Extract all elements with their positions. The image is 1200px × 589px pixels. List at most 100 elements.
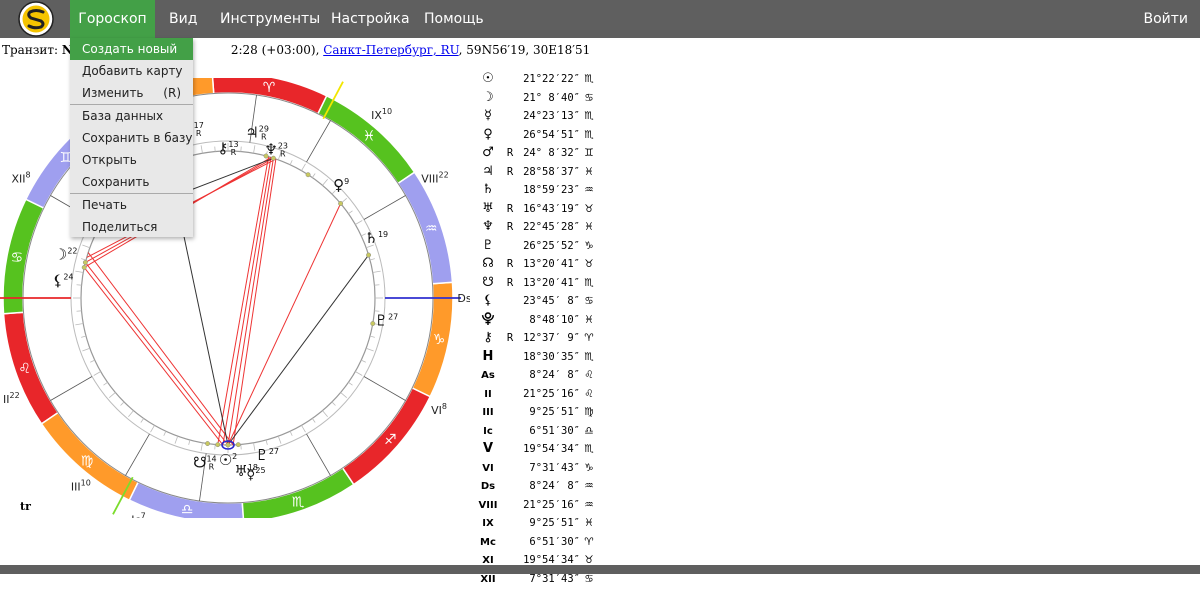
house-label-degree: 22	[439, 171, 449, 180]
position-row: ☽21° 8′40″♋	[478, 89, 598, 108]
house-label-degree: 8	[25, 171, 30, 180]
menu-database[interactable]: База данных	[70, 105, 193, 127]
position-symbol: ♂	[478, 144, 498, 163]
position-symbol: ♀	[478, 126, 498, 145]
planet-dot	[366, 253, 370, 257]
position-symbol: III	[478, 404, 498, 423]
menu-save[interactable]: Сохранить	[70, 171, 193, 193]
zodiac-sign-icon: ♌	[18, 361, 31, 377]
planet-retrograde-flag: R	[209, 462, 215, 471]
zodiac-sign-icon: ♎	[580, 422, 598, 441]
zodiac-sign-icon: ♍	[580, 403, 598, 422]
position-symbol: IX	[478, 515, 498, 534]
zodiac-sign-icon: ♓	[363, 129, 376, 145]
planet-dot	[216, 442, 220, 446]
planet-degree: 2	[232, 452, 237, 461]
house-label: Ic7	[131, 512, 145, 518]
planet-symbol: ♆	[264, 141, 277, 159]
bottom-bar	[0, 565, 1200, 574]
position-symbol: ☿	[478, 107, 498, 126]
house-label: III10	[71, 478, 91, 493]
planet-positions-table: ☉21°22′22″♏☽21° 8′40″♋☿24°23′13″♏♀26°54′…	[478, 70, 598, 588]
position-symbol: ☉	[478, 70, 498, 89]
position-row: ♀26°54′51″♏	[478, 126, 598, 145]
planet-degree: 27	[269, 447, 279, 456]
position-degree: 18°59′23″	[516, 181, 580, 200]
house-label-text: Ds	[457, 292, 470, 305]
position-degree: 8°24′ 8″	[516, 366, 580, 385]
position-degree: 22°45′28″	[516, 218, 580, 237]
menu-view[interactable]: Вид	[169, 0, 197, 38]
zodiac-sign-icon: ♒	[580, 496, 598, 515]
planet-symbol: ♃	[245, 124, 258, 142]
position-degree: 21°25′16″	[516, 496, 580, 515]
zodiac-sign-icon: ♑	[580, 237, 598, 256]
position-degree: 21°25′16″	[516, 385, 580, 404]
menu-share[interactable]: Поделиться	[70, 216, 193, 238]
position-symbol: ☊	[478, 255, 498, 274]
zodiac-sign-icon: ♏	[580, 348, 598, 367]
position-symbol: ♅	[478, 200, 498, 219]
zodiac-sign-icon: ♏	[580, 440, 598, 459]
menu-edit[interactable]: Изменить(R)	[70, 82, 193, 104]
app-logo-icon[interactable]	[12, 1, 60, 37]
house-label: Ds9	[457, 290, 470, 305]
zodiac-sign-icon: ♓	[580, 163, 598, 182]
menu-print[interactable]: Печать	[70, 194, 193, 216]
transit-city-link[interactable]: Санкт-Петербург, RU	[323, 43, 458, 57]
zodiac-sign-icon: ♈	[580, 533, 598, 552]
position-degree: 7°31′43″	[516, 459, 580, 478]
menu-tools[interactable]: Инструменты	[220, 0, 320, 38]
position-degree: 6°51′30″	[516, 533, 580, 552]
position-symbol: ☋	[478, 274, 498, 293]
position-symbol: VI	[478, 460, 498, 479]
menu-create-new[interactable]: Создать новый	[70, 38, 193, 60]
position-degree: 21° 8′40″	[516, 89, 580, 108]
menu-horoscope[interactable]: Гороскоп	[70, 0, 155, 38]
planet-retrograde-flag: R	[196, 129, 202, 138]
planet-dot	[236, 442, 240, 446]
position-row: ☉21°22′22″♏	[478, 70, 598, 89]
zodiac-sign-icon: ♑	[580, 459, 598, 478]
transit-corner-label: tr	[20, 500, 31, 513]
position-symbol: ♃	[478, 163, 498, 182]
retrograde-flag: R	[504, 200, 516, 219]
position-degree: 19°54′34″	[516, 440, 580, 459]
house-label: VI8	[431, 402, 447, 417]
menu-settings[interactable]: Настройка	[331, 0, 410, 38]
menu-help[interactable]: Помощь	[424, 0, 484, 38]
login-button[interactable]: Войти	[1143, 0, 1188, 38]
house-label-text: IX	[371, 109, 382, 122]
position-degree: 18°30′35″	[516, 348, 580, 367]
position-row: ♇26°25′52″♑	[478, 237, 598, 256]
zodiac-sign-icon: ♒	[580, 477, 598, 496]
menu-save-to-db[interactable]: Сохранить в базу	[70, 127, 193, 149]
house-label-degree: 7	[141, 512, 146, 518]
planet-degree: 22	[67, 247, 77, 256]
house-label-degree: 8	[442, 402, 447, 411]
position-degree: 13°20′41″	[516, 255, 580, 274]
top-menu-bar: Гороскоп Вид Инструменты Настройка Помощ…	[0, 0, 1200, 38]
menu-open[interactable]: Открыть	[70, 149, 193, 171]
planet-degree: 27	[388, 312, 398, 321]
menu-add-chart[interactable]: Добавить карту	[70, 60, 193, 82]
planet-degree: 25	[255, 466, 265, 475]
zodiac-sign-icon: ♋	[580, 292, 598, 311]
retrograde-flag: R	[504, 163, 516, 182]
zodiac-sign-icon: ♐	[384, 432, 397, 448]
zodiac-sign-icon: ♏	[580, 70, 598, 89]
position-symbol: ☽	[478, 89, 498, 108]
planet-symbol: ♇	[255, 446, 268, 464]
position-symbol: ⯓	[478, 311, 498, 330]
transit-coords: , 59N56′19, 30E18′51	[459, 43, 591, 57]
planet-dot	[83, 260, 87, 264]
